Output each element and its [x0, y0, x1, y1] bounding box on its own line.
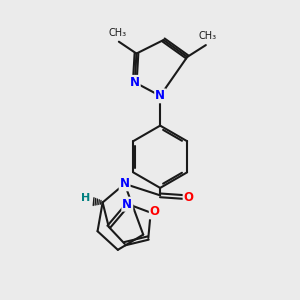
Text: N: N [155, 89, 165, 102]
Text: O: O [184, 190, 194, 203]
Text: N: N [120, 177, 130, 190]
Text: O: O [150, 206, 160, 218]
Text: CH₃: CH₃ [199, 31, 217, 41]
Text: CH₃: CH₃ [108, 28, 126, 38]
Text: H: H [81, 194, 90, 203]
Text: N: N [122, 198, 132, 211]
Text: N: N [130, 76, 140, 89]
